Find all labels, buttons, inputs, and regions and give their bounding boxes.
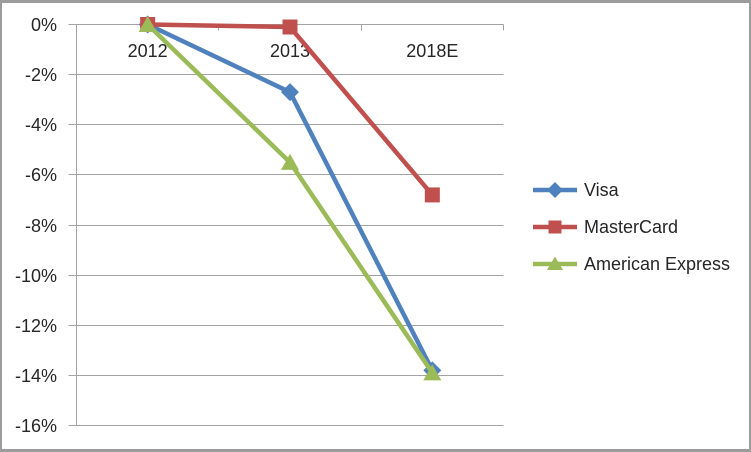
series-line-american-express[interactable]	[145, 22, 435, 376]
legend-label: Visa	[584, 179, 619, 200]
triangle-marker-icon	[547, 256, 563, 270]
x-category-label: 2012	[128, 41, 168, 61]
triangle-marker-icon[interactable]	[423, 364, 442, 381]
y-tick-label: -14%	[15, 366, 57, 386]
diamond-marker-icon	[547, 181, 563, 198]
x-category-label: 2013	[270, 41, 310, 61]
triangle-marker-icon[interactable]	[281, 153, 299, 170]
y-tick-label: -16%	[15, 416, 57, 436]
legend-key-icon	[533, 181, 577, 198]
line-chart: 0% -2% -4% -6% -8% -10% -12% -14% -16% 2012 2013 20…	[15, 15, 504, 436]
legend-label: American Express	[584, 253, 731, 274]
y-tick-label: -6%	[25, 165, 57, 185]
x-category-label: 2018E	[406, 41, 458, 61]
gridlines	[68, 24, 504, 426]
legend-key-icon	[533, 220, 577, 233]
legend-item-visa[interactable]: Visa	[533, 171, 730, 208]
triangle-marker-icon[interactable]	[138, 15, 157, 32]
series-line-visa[interactable]	[145, 22, 435, 373]
square-marker-icon	[548, 220, 562, 233]
legend-label: MasterCard	[584, 216, 679, 237]
y-tick-label: 0%	[31, 15, 57, 35]
y-axis-labels: 0% -2% -4% -6% -8% -10% -12% -14% -16%	[15, 15, 57, 436]
y-tick-label: -8%	[25, 216, 57, 236]
legend-item-mastercard[interactable]: MasterCard	[533, 208, 730, 245]
diamond-marker-icon[interactable]	[281, 83, 299, 102]
square-marker-icon[interactable]	[424, 187, 440, 203]
y-tick-label: -4%	[25, 115, 57, 135]
square-marker-icon[interactable]	[282, 19, 298, 35]
y-tick-label: -2%	[25, 65, 57, 85]
legend: Visa MasterCard American Express	[533, 171, 730, 282]
legend-key-icon	[533, 256, 577, 270]
legend-item-american-express[interactable]: American Express	[533, 245, 730, 282]
y-tick-label: -12%	[15, 316, 57, 336]
series-visa[interactable]	[138, 15, 442, 380]
y-tick-label: -10%	[15, 266, 57, 286]
series-american-express[interactable]	[138, 15, 442, 381]
